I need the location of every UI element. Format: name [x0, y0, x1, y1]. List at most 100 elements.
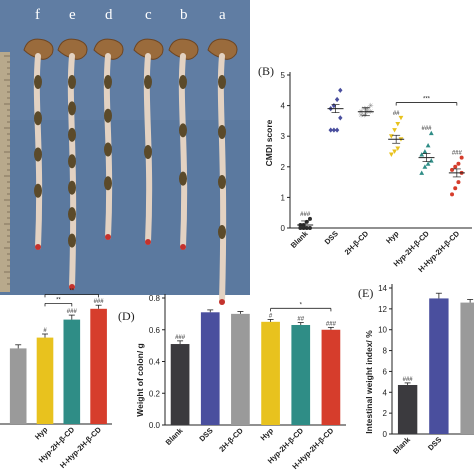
fecal-pellet	[34, 75, 42, 89]
data-point	[450, 167, 455, 172]
fecal-pellet	[34, 147, 42, 162]
data-point	[453, 164, 458, 169]
category-label: 2H-β-CD	[217, 426, 245, 454]
colon-tip	[69, 284, 75, 290]
bar	[321, 329, 341, 425]
y-tick-label: 0.4	[149, 358, 161, 367]
significance-mark: ###	[94, 299, 105, 305]
significance-mark: ###	[326, 321, 337, 327]
photo-letter-b: b	[180, 7, 188, 23]
fecal-pellet	[68, 127, 76, 142]
fecal-pellet	[68, 154, 76, 169]
y-axis-label: CMDI score	[264, 119, 274, 166]
y-axis-label: Intestinal weight index/ %	[364, 330, 374, 434]
data-point	[422, 164, 428, 169]
panel-label-e: (E)	[358, 286, 373, 300]
photo-letter-a: a	[219, 7, 226, 23]
data-point	[459, 155, 464, 160]
data-point	[456, 180, 461, 185]
y-tick-label: 0	[383, 430, 388, 439]
significance-mark: ##	[297, 317, 304, 323]
data-point	[398, 115, 404, 121]
data-point: ✳	[361, 111, 367, 119]
fecal-pellet	[68, 233, 76, 248]
y-tick-label: 2	[281, 163, 286, 172]
y-tick-label: 0.0	[149, 421, 161, 430]
category-label: Hyp	[384, 229, 401, 246]
colon-tip	[105, 234, 111, 240]
fecal-pellet	[218, 75, 226, 89]
data-point	[388, 152, 394, 157]
colon-tube	[103, 53, 113, 240]
fecal-pellet	[179, 171, 187, 186]
colon-tip	[145, 239, 151, 245]
significance-mark: ###	[403, 377, 414, 383]
data-point: ✳	[361, 105, 367, 113]
category-label: Blank	[164, 425, 185, 446]
bar	[460, 302, 474, 434]
data-point	[392, 128, 397, 133]
bar	[291, 324, 311, 425]
fecal-pellet	[179, 123, 187, 138]
bracket-label: ***	[423, 97, 431, 103]
data-point	[338, 87, 343, 93]
significance-mark: #	[269, 313, 273, 319]
category-label: DSS	[323, 229, 340, 246]
bracket-label: **	[56, 297, 61, 303]
colon-tube	[143, 53, 153, 245]
y-tick-label: 2	[383, 409, 388, 418]
y-tick-label: 1	[281, 193, 286, 202]
y-tick-label: 0	[281, 224, 286, 233]
category-label: Hyp	[33, 425, 50, 442]
y-tick-label: 12	[378, 305, 387, 314]
data-point	[419, 170, 425, 175]
colon-specimen	[207, 38, 238, 305]
data-point	[425, 161, 431, 166]
cecum	[57, 38, 88, 60]
fecal-pellet	[104, 75, 112, 89]
fecal-pellet	[68, 207, 76, 222]
bar	[200, 312, 220, 425]
bar	[63, 319, 81, 424]
partial-bar-chart: D#Hyp###Hyp-2H-β-CD###H-Hyp-2H-β-CD****	[0, 288, 112, 470]
fecal-pellet	[68, 180, 76, 195]
data-point	[334, 127, 340, 133]
data-point	[428, 130, 434, 136]
bar	[397, 384, 418, 434]
bar	[9, 348, 27, 424]
significance-mark: ###	[67, 309, 78, 315]
fecal-pellet	[218, 125, 226, 139]
fecal-pellet	[68, 75, 76, 89]
panel-label-b: (B)	[258, 64, 274, 78]
fecal-pellet	[218, 175, 226, 189]
colon-specimen	[57, 38, 88, 290]
y-tick-label: 0.2	[149, 389, 161, 398]
bar	[231, 313, 250, 425]
significance-mark: #	[43, 328, 47, 334]
photo-letter-e: e	[69, 7, 76, 23]
colon-tube	[33, 53, 43, 250]
colon-tip	[180, 244, 186, 250]
category-label: Hyp	[259, 426, 276, 443]
data-point	[450, 192, 455, 197]
photo-letter-d: d	[105, 7, 113, 23]
data-point	[425, 142, 431, 148]
bar	[261, 321, 280, 425]
fecal-pellet	[104, 176, 112, 191]
data-point: ✳	[368, 102, 374, 110]
data-point	[388, 134, 394, 139]
data-point	[307, 216, 312, 221]
significance-mark: ##	[393, 111, 400, 117]
category-label: 2H-β-CD	[343, 229, 371, 257]
data-point	[307, 226, 312, 230]
data-point	[334, 96, 340, 103]
y-axis-label: Weight of colon/ g	[135, 343, 145, 417]
category-label: Blank	[289, 228, 310, 249]
y-tick-label: 8	[383, 347, 388, 356]
photo-letter-c: c	[145, 7, 152, 23]
data-point	[456, 161, 461, 166]
data-point	[338, 115, 343, 121]
y-tick-label: 4	[281, 102, 286, 111]
significance-mark: ###	[300, 212, 311, 218]
bar	[90, 308, 107, 424]
